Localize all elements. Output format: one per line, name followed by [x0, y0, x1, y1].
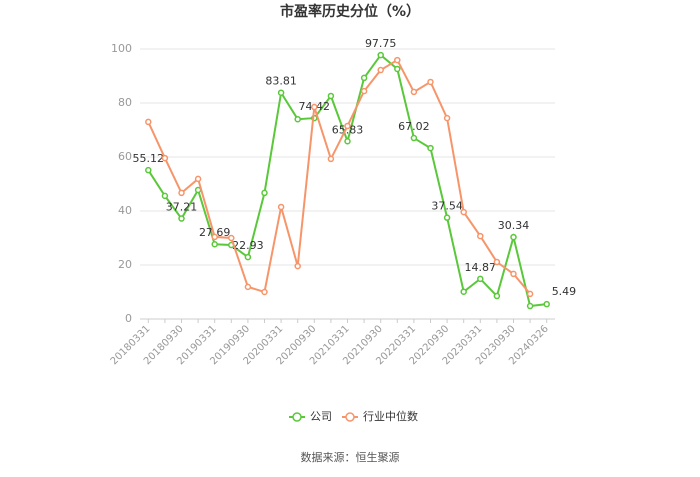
data-point: [211, 233, 218, 241]
data-label: 67.02: [398, 120, 430, 133]
data-point: [228, 234, 235, 242]
data-point: [510, 233, 517, 241]
chart-title: 市盈率历史分位（%）: [280, 3, 420, 20]
legend-marker: [292, 412, 302, 422]
data-point: [261, 189, 268, 197]
data-point: [360, 87, 368, 95]
data-point: [145, 118, 152, 126]
data-point: [377, 51, 384, 59]
data-label: 5.49: [552, 285, 577, 298]
data-point: [394, 56, 401, 64]
data-point: [161, 154, 169, 162]
data-point: [460, 208, 467, 216]
data-point: [327, 155, 335, 163]
data-point: [360, 74, 368, 82]
data-point: [443, 114, 451, 122]
data-point: [344, 122, 351, 130]
data-point: [526, 290, 534, 298]
data-label: 55.12: [133, 152, 165, 165]
data-point: [327, 92, 335, 100]
data-label: 27.69: [199, 226, 231, 239]
data-point: [277, 89, 285, 96]
data-point: [161, 192, 169, 200]
data-label: 65.83: [332, 123, 364, 136]
data-label: 30.34: [498, 219, 530, 232]
data-label: 97.75: [365, 37, 397, 50]
data-point: [145, 166, 152, 174]
data-point: [427, 78, 434, 86]
data-point: [294, 262, 301, 270]
data-label: 22.93: [232, 239, 264, 252]
data-point: [477, 232, 484, 240]
data-point: [261, 288, 268, 296]
data-point: [460, 288, 467, 295]
data-point: [510, 270, 517, 278]
y-tick-label: 60: [118, 150, 132, 163]
legend-marker: [345, 412, 355, 422]
y-tick-label: 40: [118, 204, 132, 217]
y-tick-label: 20: [118, 258, 132, 271]
data-label: 37.54: [431, 200, 463, 213]
data-point: [543, 300, 550, 308]
data-label: 37.21: [166, 201, 198, 214]
data-point: [277, 203, 285, 211]
data-point: [394, 65, 401, 73]
source-note: 数据来源：恒生聚源: [301, 450, 400, 464]
y-tick-label: 0: [125, 312, 132, 325]
data-point: [344, 138, 351, 145]
data-point: [244, 253, 252, 261]
data-label: 14.87: [465, 261, 497, 274]
y-tick-label: 100: [111, 42, 132, 55]
data-point: [244, 283, 252, 291]
data-point: [211, 240, 218, 248]
data-point: [427, 144, 434, 152]
series-line: [147, 58, 531, 295]
data-point: [493, 258, 501, 266]
data-point: [178, 189, 185, 197]
data-label: 83.81: [265, 75, 297, 88]
y-tick-label: 80: [118, 96, 132, 109]
data-point: [410, 134, 418, 142]
data-point: [178, 215, 185, 222]
data-point: [294, 115, 301, 123]
data-point: [477, 275, 484, 283]
data-point: [493, 292, 501, 300]
data-point: [311, 103, 318, 111]
legend-label: 行业中位数: [363, 409, 418, 423]
data-point: [194, 175, 202, 183]
data-point: [443, 214, 451, 221]
data-point: [377, 66, 384, 74]
legend-label: 公司: [310, 410, 332, 423]
data-point: [526, 302, 534, 310]
data-point: [410, 88, 418, 96]
